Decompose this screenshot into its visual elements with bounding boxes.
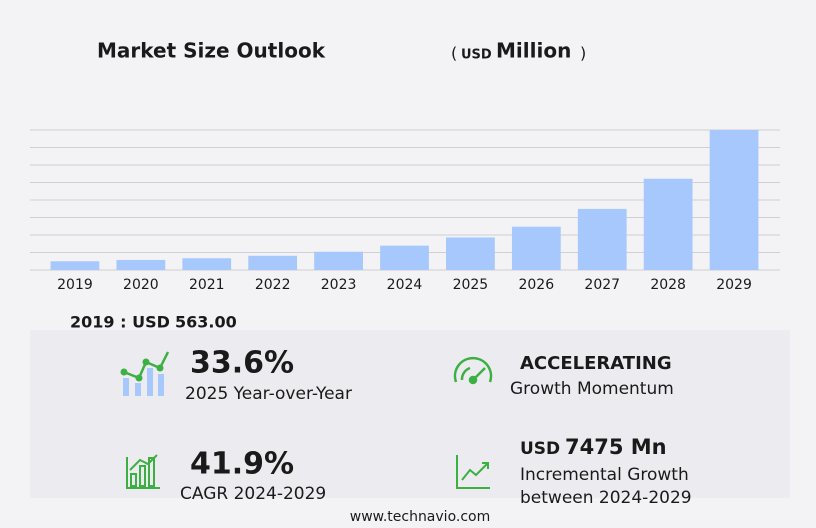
bar [116, 259, 166, 270]
chart-title: Market Size Outlook [97, 39, 326, 63]
footer: www.technavio.com [350, 509, 491, 525]
x-tick-label: 2022 [255, 277, 291, 293]
bar [380, 245, 429, 270]
bar [577, 208, 627, 270]
x-tick-label: 2019 [57, 277, 93, 293]
x-tick-label: 2027 [584, 277, 620, 293]
x-tick-label: 2028 [650, 277, 686, 293]
bar [248, 255, 298, 270]
yoy-label: 2025 Year-over-Year [185, 384, 352, 404]
bar [643, 178, 693, 270]
title-unit: USD [461, 48, 492, 63]
x-tick-label: 2024 [387, 277, 423, 293]
cagr-icon [126, 454, 160, 489]
bar [314, 251, 363, 270]
title-scale: Million [496, 39, 571, 63]
momentum-icon [453, 356, 493, 385]
bars: 2019 2020 2021 2022 2023 2024 2025 2026 2027 2028… [50, 130, 759, 293]
yoy-value: 33.6% [190, 346, 294, 381]
incremental-label: Incremental Growth [520, 465, 689, 485]
incremental-value: 7475 Mn [565, 435, 667, 459]
base-value: 563.00 [175, 313, 237, 332]
bar [50, 261, 100, 270]
cagr-label: CAGR 2024-2029 [180, 484, 326, 504]
x-tick-label: 2026 [518, 277, 554, 293]
incremental-unit: USD [520, 439, 560, 459]
x-tick-label: 2021 [189, 277, 225, 293]
cagr-value: 41.9% [190, 447, 294, 482]
x-tick-label: 2020 [123, 277, 159, 293]
title-paren: ) [580, 44, 586, 63]
base-label: 2019 : USD [70, 313, 170, 332]
x-tick-label: 2029 [716, 277, 752, 293]
bar [511, 226, 561, 270]
bar [446, 237, 495, 270]
stats-panel [30, 330, 790, 498]
bar [182, 258, 232, 270]
momentum-value: ACCELERATING [520, 353, 672, 374]
momentum-label: Growth Momentum [510, 379, 674, 399]
incremental-icon [456, 455, 490, 489]
yoy-icon [120, 351, 170, 396]
title-paren: ( [451, 44, 457, 63]
incremental-label: between 2024-2029 [520, 488, 692, 508]
x-tick-label: 2023 [321, 277, 357, 293]
bar [709, 130, 759, 270]
x-tick-label: 2025 [453, 277, 489, 293]
